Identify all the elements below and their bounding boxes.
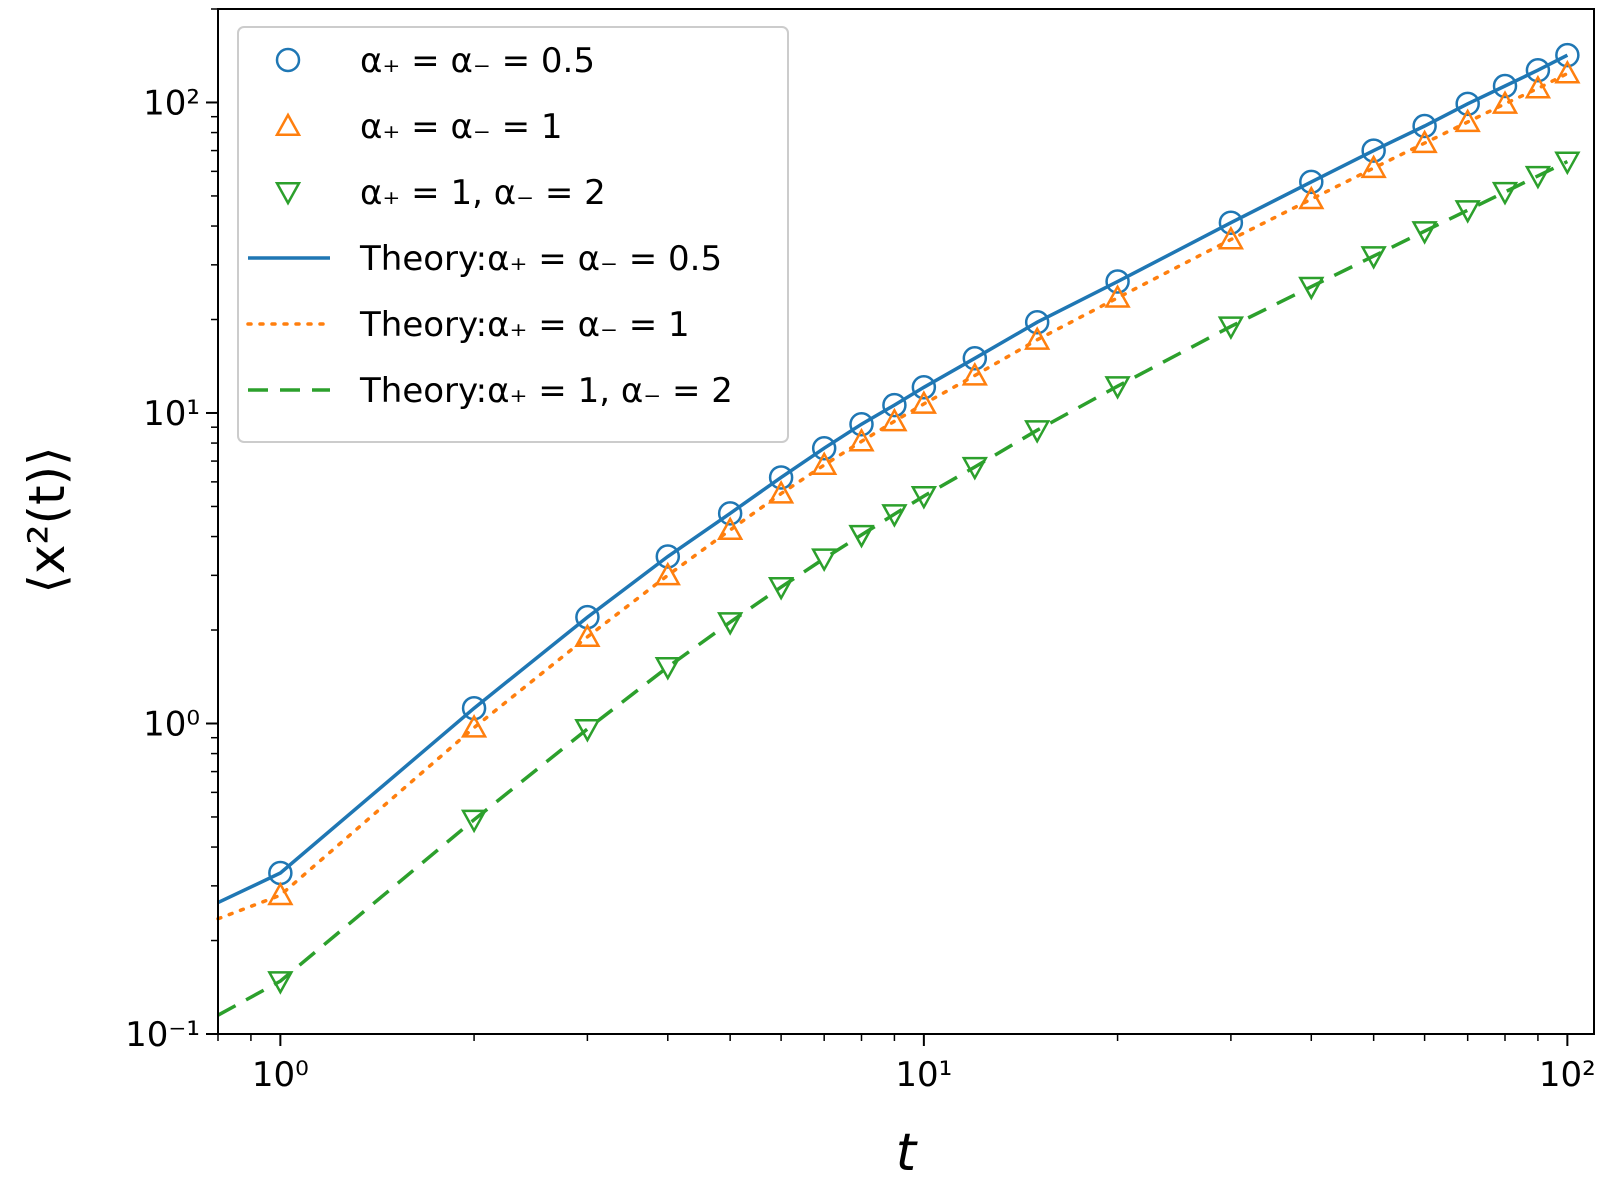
legend-label: α₊ = 1, α₋ = 2 <box>360 173 606 213</box>
plot-frame <box>217 8 1595 1035</box>
data-point-triangle-up <box>1217 225 1245 250</box>
data-point-triangle-down <box>460 809 488 834</box>
legend-marker <box>275 47 301 73</box>
x-tick-label: 10⁰ <box>252 1055 309 1095</box>
data-point-triangle-down <box>1411 221 1438 245</box>
data-point-circle <box>717 501 743 526</box>
data-point-triangle-up <box>910 390 937 414</box>
data-point-circle <box>655 544 681 569</box>
legend-label: Theory:α₊ = 1, α₋ = 2 <box>359 371 733 411</box>
y-tick-label: 10⁻¹ <box>125 1015 200 1055</box>
y-axis-label: ⟨x²(t)⟩ <box>18 446 76 593</box>
axis-tick-labels: 10⁰ 10¹ 10² 10⁻¹ 10⁰ 10¹ 10² <box>125 83 1596 1095</box>
data-point-circle <box>811 435 837 461</box>
data-point-circle <box>962 346 988 371</box>
data-point-circle <box>1105 269 1130 294</box>
data-point-triangle-down <box>1217 316 1245 341</box>
legend-marker <box>274 181 302 206</box>
data-point-circle <box>1299 169 1324 195</box>
data-point-triangle-down <box>717 612 744 636</box>
data-point-triangle-up <box>654 561 681 586</box>
data-point-circle <box>1555 42 1580 68</box>
data-point-triangle-down <box>654 656 681 681</box>
data-point-triangle-down <box>811 548 838 573</box>
data-point-triangle-up <box>1411 129 1438 154</box>
data-point-triangle-down <box>1524 165 1552 190</box>
data-point-triangle-down <box>1491 181 1519 206</box>
marker-series <box>268 42 1580 886</box>
series-markers <box>267 42 1581 995</box>
data-point-triangle-down <box>961 456 988 481</box>
data-point-circle <box>1492 73 1518 99</box>
legend-label: Theory:α₊ = α₋ = 0.5 <box>359 239 722 279</box>
data-point-circle <box>1361 138 1386 163</box>
data-point-triangle-up <box>574 623 601 647</box>
marker-series <box>267 59 1581 906</box>
data-point-triangle-up <box>811 451 838 476</box>
data-point-triangle-up <box>1524 74 1552 99</box>
data-point-triangle-down <box>767 577 795 601</box>
theory-line <box>217 160 1569 1017</box>
data-point-circle <box>1024 309 1050 335</box>
legend-label: α₊ = α₋ = 1 <box>360 107 563 147</box>
data-point-circle <box>461 695 487 721</box>
legend-label: α₊ = α₋ = 0.5 <box>360 41 595 81</box>
x-axis-label: t <box>896 1123 918 1183</box>
data-point-circle <box>1412 113 1437 139</box>
legend: α₊ = α₋ = 0.5 α₊ = α₋ = 1 α₊ = 1, α₋ = 2 Th… <box>237 26 789 443</box>
marker-series <box>267 151 1581 995</box>
data-point-triangle-down <box>1298 276 1325 301</box>
y-tick-label: 10² <box>143 83 200 123</box>
data-point-circle <box>1455 91 1480 117</box>
data-point-triangle-up <box>267 881 294 906</box>
data-point-triangle-up <box>848 427 875 452</box>
y-tick-label: 10¹ <box>143 394 200 434</box>
data-point-circle <box>1525 57 1551 83</box>
data-point-triangle-up <box>1104 284 1131 308</box>
minor-ticks <box>211 8 1539 1041</box>
data-point-circle <box>882 392 907 418</box>
data-point-triangle-up <box>460 714 488 738</box>
data-point-triangle-down <box>1024 420 1051 444</box>
data-point-triangle-up <box>1491 90 1519 114</box>
data-point-circle <box>911 375 937 400</box>
data-point-triangle-down <box>881 504 908 528</box>
data-point-triangle-up <box>1024 326 1051 350</box>
data-point-triangle-up <box>881 407 908 432</box>
data-point-triangle-up <box>961 361 988 386</box>
data-point-triangle-up <box>1454 108 1481 133</box>
data-point-triangle-down <box>1454 200 1481 224</box>
axis-ticks <box>206 101 1569 1046</box>
data-point-circle <box>768 465 794 490</box>
x-tick-label: 10² <box>1539 1055 1596 1095</box>
y-tick-label: 10⁰ <box>143 704 200 744</box>
theory-line <box>216 71 1570 921</box>
data-point-circle <box>849 411 874 437</box>
data-point-triangle-down <box>574 718 601 743</box>
data-point-triangle-down <box>1104 376 1131 400</box>
data-point-triangle-down <box>1360 246 1387 270</box>
x-tick-label: 10¹ <box>895 1055 952 1095</box>
theory-line <box>217 53 1569 905</box>
data-point-triangle-up <box>1298 185 1325 210</box>
data-point-triangle-up <box>1360 154 1387 179</box>
data-point-triangle-down <box>267 971 294 995</box>
series-lines <box>216 53 1570 1017</box>
data-point-triangle-down <box>910 486 937 510</box>
data-point-triangle-up <box>767 480 795 504</box>
data-point-circle <box>1218 210 1244 235</box>
legend-box <box>237 26 789 443</box>
legend-label: Theory:α₊ = α₋ = 1 <box>359 305 690 345</box>
data-point-triangle-down <box>1554 151 1581 176</box>
data-point-triangle-up <box>1554 59 1581 84</box>
data-point-triangle-down <box>848 524 875 549</box>
data-point-triangle-up <box>717 516 744 541</box>
legend-marker <box>274 112 302 137</box>
